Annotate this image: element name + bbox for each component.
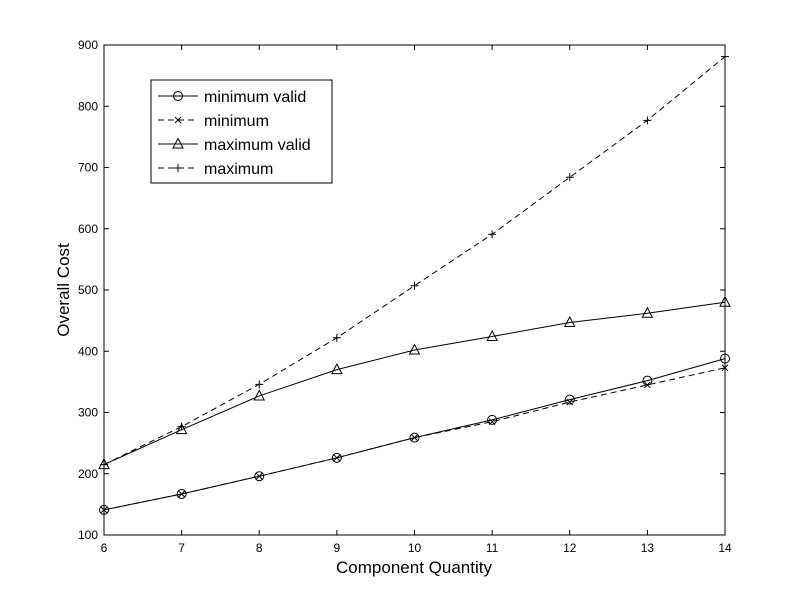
legend-label-minimum-valid: minimum valid — [204, 89, 306, 106]
series-line-minimum — [103, 367, 726, 511]
data-point-minimum — [488, 418, 496, 426]
data-point-minimum — [566, 398, 574, 406]
data-point-minimum — [644, 381, 651, 389]
x-tick-label: 7 — [178, 541, 185, 555]
data-point-maximum-valid — [175, 423, 188, 435]
x-tick-label: 12 — [563, 541, 577, 555]
data-point-maximum-valid — [331, 363, 343, 375]
legend-marker-minimum-valid — [173, 91, 183, 101]
data-point-maximum — [643, 116, 652, 125]
series-minimum — [100, 364, 729, 514]
x-tick-label: 13 — [641, 541, 655, 555]
data-point-minimum — [333, 454, 341, 462]
y-tick-label: 600 — [78, 222, 98, 236]
series-layer — [98, 52, 731, 515]
y-tick-label: 300 — [78, 406, 98, 420]
data-point-minimum-valid — [564, 394, 575, 405]
legend-marker-minimum — [174, 116, 182, 124]
legend-entry-minimum: minimum — [158, 113, 269, 130]
legend-marker-maximum — [174, 164, 182, 172]
y-tick-label: 800 — [78, 99, 98, 113]
x-tick-label: 11 — [486, 541, 499, 555]
data-point-minimum-valid — [176, 488, 187, 499]
x-axis-label: Component Quantity — [336, 558, 492, 577]
data-point-maximum-valid — [253, 389, 266, 401]
series-maximum — [100, 52, 729, 469]
x-tick-label: 6 — [101, 541, 108, 555]
data-point-maximum-valid — [641, 306, 654, 318]
data-point-maximum — [565, 173, 574, 182]
data-point-minimum — [100, 506, 108, 514]
legend-entry-minimum-valid: minimum valid — [158, 89, 306, 106]
x-tick-label: 14 — [718, 541, 732, 555]
data-point-minimum — [411, 434, 418, 441]
y-axis-label: Overall Cost — [54, 243, 73, 337]
series-line-maximum — [103, 56, 726, 466]
data-point-maximum — [100, 460, 108, 469]
legend-label-minimum: minimum — [204, 113, 269, 130]
data-point-minimum — [721, 364, 729, 372]
data-point-maximum — [488, 230, 497, 239]
data-point-maximum — [332, 333, 341, 342]
y-tick-label: 500 — [78, 283, 98, 297]
data-point-maximum-valid — [563, 315, 576, 327]
data-point-maximum-valid — [408, 343, 421, 355]
y-tick-label: 900 — [78, 38, 98, 52]
y-tick-label: 200 — [78, 467, 98, 481]
data-point-minimum-valid — [254, 471, 265, 482]
data-point-maximum — [410, 281, 419, 290]
data-point-minimum-valid — [99, 504, 109, 515]
y-tick-label: 700 — [78, 161, 98, 175]
series-line-maximum-valid — [103, 301, 726, 466]
data-point-minimum-valid — [409, 432, 420, 443]
legend-label-maximum: maximum — [204, 161, 273, 178]
data-point-maximum-valid — [486, 329, 498, 342]
y-tick-label: 100 — [78, 528, 98, 542]
data-point-minimum-valid — [720, 353, 730, 364]
legend: minimum valid minimum maximum valid maximum — [150, 79, 333, 184]
y-tick-label: 400 — [78, 344, 98, 358]
x-tick-label: 8 — [256, 541, 263, 555]
legend-entry-maximum: maximum — [158, 161, 273, 178]
legend-label-maximum-valid: maximum valid — [204, 137, 311, 154]
x-tick-label: 9 — [334, 541, 341, 555]
data-point-maximum-valid — [719, 295, 731, 307]
data-point-minimum-valid — [487, 414, 498, 425]
legend-entry-maximum-valid: maximum valid — [158, 137, 311, 154]
axis-ticks: 6 7 8 9 10 11 12 13 14 100 200 300 400 500 600 700 800 90… — [78, 38, 732, 555]
legend-marker-maximum-valid — [172, 137, 184, 149]
data-point-maximum — [721, 52, 729, 61]
legend-box — [150, 79, 333, 184]
data-point-minimum — [178, 490, 185, 498]
x-tick-label: 10 — [408, 541, 422, 555]
data-point-minimum — [255, 472, 263, 480]
data-point-maximum — [177, 422, 186, 431]
data-point-minimum-valid — [331, 452, 342, 463]
data-point-maximum — [255, 380, 264, 389]
